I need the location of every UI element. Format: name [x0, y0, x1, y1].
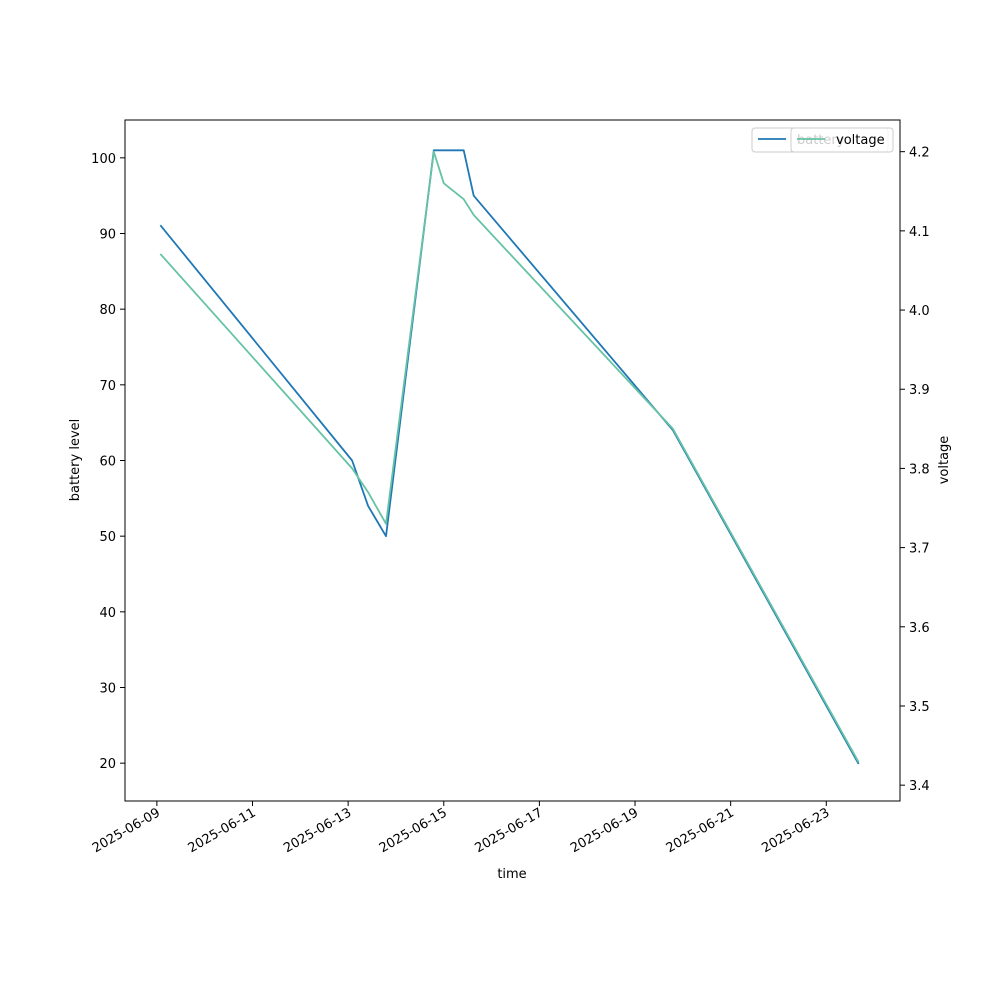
y-left-tick-label: 40	[99, 606, 116, 621]
y-axis-left-title: battery level	[68, 419, 83, 502]
plot-marks	[159, 149, 860, 765]
y-right-tick-label: 3.6	[909, 621, 930, 636]
plot-frame	[124, 119, 901, 802]
y-left-tick-label: 90	[99, 228, 116, 243]
y-right-tick-label: 3.5	[909, 700, 930, 715]
y-left-tick-label: 100	[91, 152, 116, 167]
x-axis-title: time	[497, 867, 526, 882]
y-right-tick-label: 4.2	[909, 146, 930, 161]
y-left-tick-label: 60	[99, 455, 116, 470]
x-tick-label: 2025-06-23	[759, 805, 832, 856]
y-left-tick-label: 50	[99, 530, 116, 545]
y-right-tick-label: 3.7	[909, 542, 930, 557]
x-tick-label: 2025-06-11	[186, 805, 259, 856]
legend-voltage-label: voltage	[836, 133, 885, 148]
x-tick-label: 2025-06-17	[472, 805, 545, 856]
x-tick-label: 2025-06-13	[281, 805, 354, 856]
legend-voltage-frame	[790, 127, 894, 153]
x-tick-label: 2025-06-09	[90, 805, 163, 856]
x-tick-label: 2025-06-21	[664, 805, 737, 856]
y-right-tick-label: 4.0	[909, 304, 930, 319]
voltage-line	[159, 150, 860, 763]
x-tick-label: 2025-06-19	[568, 805, 641, 856]
y-axis-right-title: voltage	[937, 436, 952, 485]
y-axis-right: 3.4 3.5 3.6 3.7 3.8 3.9 4.0 4.1 4.2	[900, 146, 930, 794]
y-axis-left: 20 30 40 50 60 70 80 90 100	[91, 152, 125, 772]
y-left-tick-label: 30	[99, 682, 116, 697]
y-left-tick-label: 70	[99, 379, 116, 394]
legend-voltage: voltage	[790, 127, 894, 153]
x-tick-label: 2025-06-15	[377, 805, 450, 856]
y-right-tick-label: 3.4	[909, 779, 930, 794]
battery-line	[159, 149, 860, 765]
y-right-tick-label: 3.8	[909, 462, 930, 477]
y-left-tick-label: 20	[99, 757, 116, 772]
y-right-tick-label: 4.1	[909, 225, 930, 240]
y-left-tick-label: 80	[99, 303, 116, 318]
x-axis: 2025-06-09 2025-06-11 2025-06-13 2025-06-15…	[90, 801, 832, 856]
y-right-tick-label: 3.9	[909, 383, 930, 398]
